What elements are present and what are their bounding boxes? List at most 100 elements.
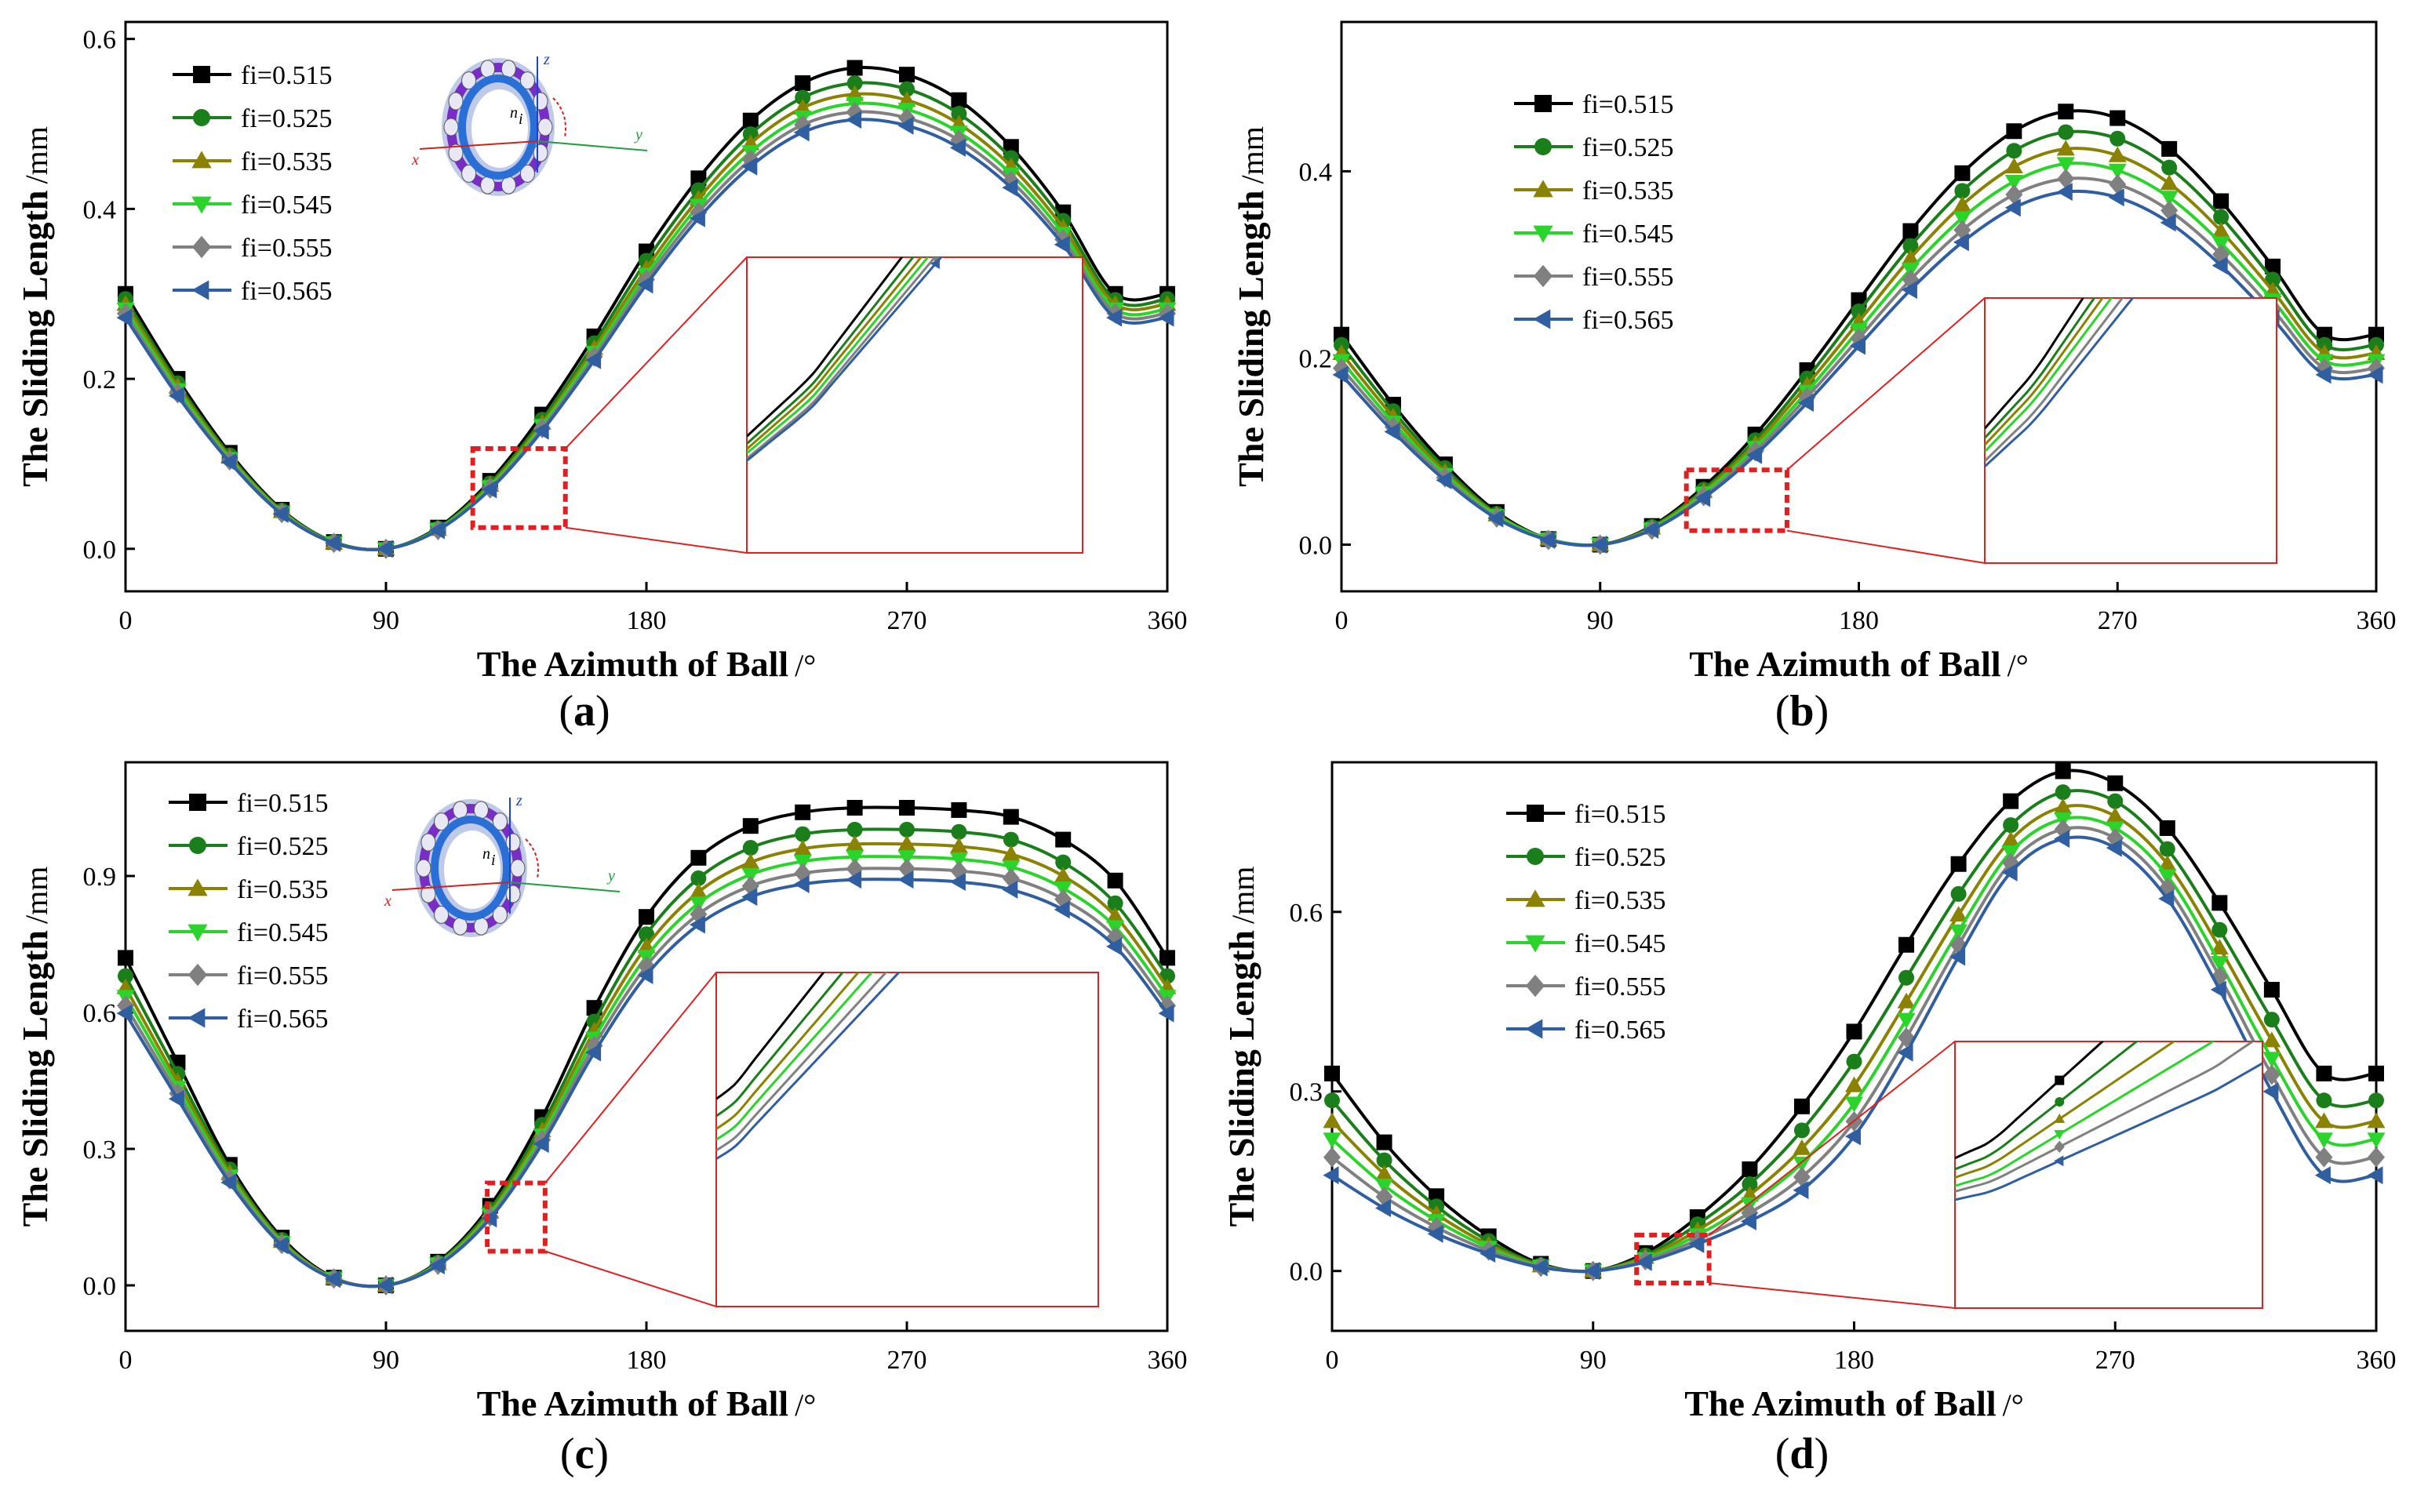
data-point [689, 882, 708, 899]
magnified-marker [2142, 260, 2153, 272]
y-axis-unit: /mm [19, 126, 54, 184]
data-point [2106, 807, 2124, 823]
series-fi=0.565 [1323, 830, 2383, 1281]
legend-entry: fi=0.515 [237, 789, 328, 818]
magnified-marker [2055, 1096, 2065, 1107]
data-point [377, 1276, 393, 1295]
data-point [2158, 855, 2177, 871]
zoom-connector-line [1786, 529, 1986, 564]
legend-entry: fi=0.555 [1574, 972, 1665, 1001]
data-point [220, 453, 237, 471]
magnified-marker [2054, 1113, 2066, 1123]
series-fi=0.565 [116, 111, 1174, 558]
x-tick-label: 270 [2095, 1346, 2135, 1375]
data-point [846, 800, 863, 816]
data-point [2108, 146, 2127, 162]
legend-marker [189, 794, 206, 811]
data-point [377, 540, 393, 558]
data-point [690, 170, 707, 187]
legend-marker [187, 924, 208, 942]
zoom-connector-line [544, 972, 717, 1184]
data-point [1384, 422, 1400, 441]
data-point [2158, 869, 2177, 885]
data-point [1107, 895, 1123, 911]
panel-label: (c) [560, 1430, 609, 1478]
data-point [116, 1004, 133, 1023]
legend-entry: fi=0.535 [1582, 176, 1673, 205]
magnified-line [747, 257, 915, 445]
magnified-series [716, 972, 901, 1161]
data-point [2265, 258, 2281, 274]
data-point [585, 351, 602, 369]
magnified-marker [2054, 1140, 2065, 1154]
data-point [1002, 845, 1021, 861]
data-point [2056, 140, 2075, 156]
x-tick-label: 90 [373, 606, 399, 635]
data-point [1480, 1245, 1496, 1263]
data-point [1323, 1112, 1341, 1129]
data-point [2262, 1064, 2280, 1085]
data-point [1898, 969, 1915, 986]
magnified-line [747, 257, 943, 462]
data-point [2368, 1147, 2385, 1168]
magnified-marker [931, 224, 941, 234]
data-point [2003, 817, 2019, 834]
bearing-ball [505, 833, 521, 852]
x-tick-label: 0 [1335, 606, 1349, 635]
zoom-connector-line [564, 256, 748, 449]
data-point [1054, 235, 1070, 254]
chart-panel-b: 0 90 180 270 360 0.0 0.2 0.4 The Azimuth of Ball… [1231, 20, 2397, 736]
legend-entry: fi=0.545 [1582, 220, 1673, 249]
data-point [742, 818, 759, 834]
magnified-marker [2142, 274, 2151, 285]
data-point [689, 915, 705, 934]
y-axis-title-text: The Sliding Length [1231, 190, 1271, 486]
data-point [1636, 1252, 1652, 1271]
data-point [1054, 867, 1072, 883]
data-point [1798, 387, 1816, 408]
data-point [1375, 1199, 1392, 1218]
bearing-ball [505, 885, 521, 903]
data-point [2213, 193, 2230, 209]
y-axis-label: y [634, 126, 642, 144]
bearing-ball [519, 71, 535, 90]
magnified-line [716, 972, 861, 1130]
panel-label: (a) [559, 687, 610, 736]
x-tick-label: 0 [1326, 1346, 1339, 1375]
data-point [2006, 143, 2022, 159]
bearing-ball [416, 859, 431, 878]
data-point [2056, 183, 2073, 202]
data-point [846, 821, 863, 838]
y-tick-label: 0.6 [83, 26, 117, 55]
y-axis-title-text: The Sliding Length [1221, 930, 1261, 1227]
magnified-line [1985, 298, 2096, 439]
zoom-connector-line [1709, 1041, 1956, 1236]
y-axis-line [509, 881, 621, 892]
data-point [949, 138, 966, 157]
data-point [2314, 1112, 2333, 1129]
data-point [1953, 233, 1969, 252]
data-point [846, 75, 863, 92]
magnified-marker [930, 258, 940, 270]
data-point [2368, 1092, 2384, 1109]
panel-letter: b [1789, 687, 1814, 736]
magnified-series [1955, 1041, 2262, 1201]
zoom-region-box [485, 1180, 548, 1254]
bearing-inner-ring [458, 75, 538, 180]
data-point [2315, 1147, 2333, 1168]
data-point [1539, 531, 1556, 550]
rotation-speed-subscript: i [491, 852, 496, 869]
data-point [2006, 123, 2022, 140]
data-point [1845, 1096, 1863, 1113]
data-point [2108, 188, 2124, 207]
x-tick-label: 270 [2098, 606, 2138, 635]
data-point [1055, 831, 1072, 848]
bearing-ball [443, 118, 459, 136]
y-tick-label: 0.0 [1290, 1258, 1323, 1287]
magnified-line [1955, 1041, 2139, 1171]
magnified-marker [2142, 246, 2153, 256]
data-point [1688, 1234, 1705, 1253]
legend-entry: fi=0.515 [1582, 90, 1673, 119]
y-tick-label: 0.2 [83, 365, 117, 394]
